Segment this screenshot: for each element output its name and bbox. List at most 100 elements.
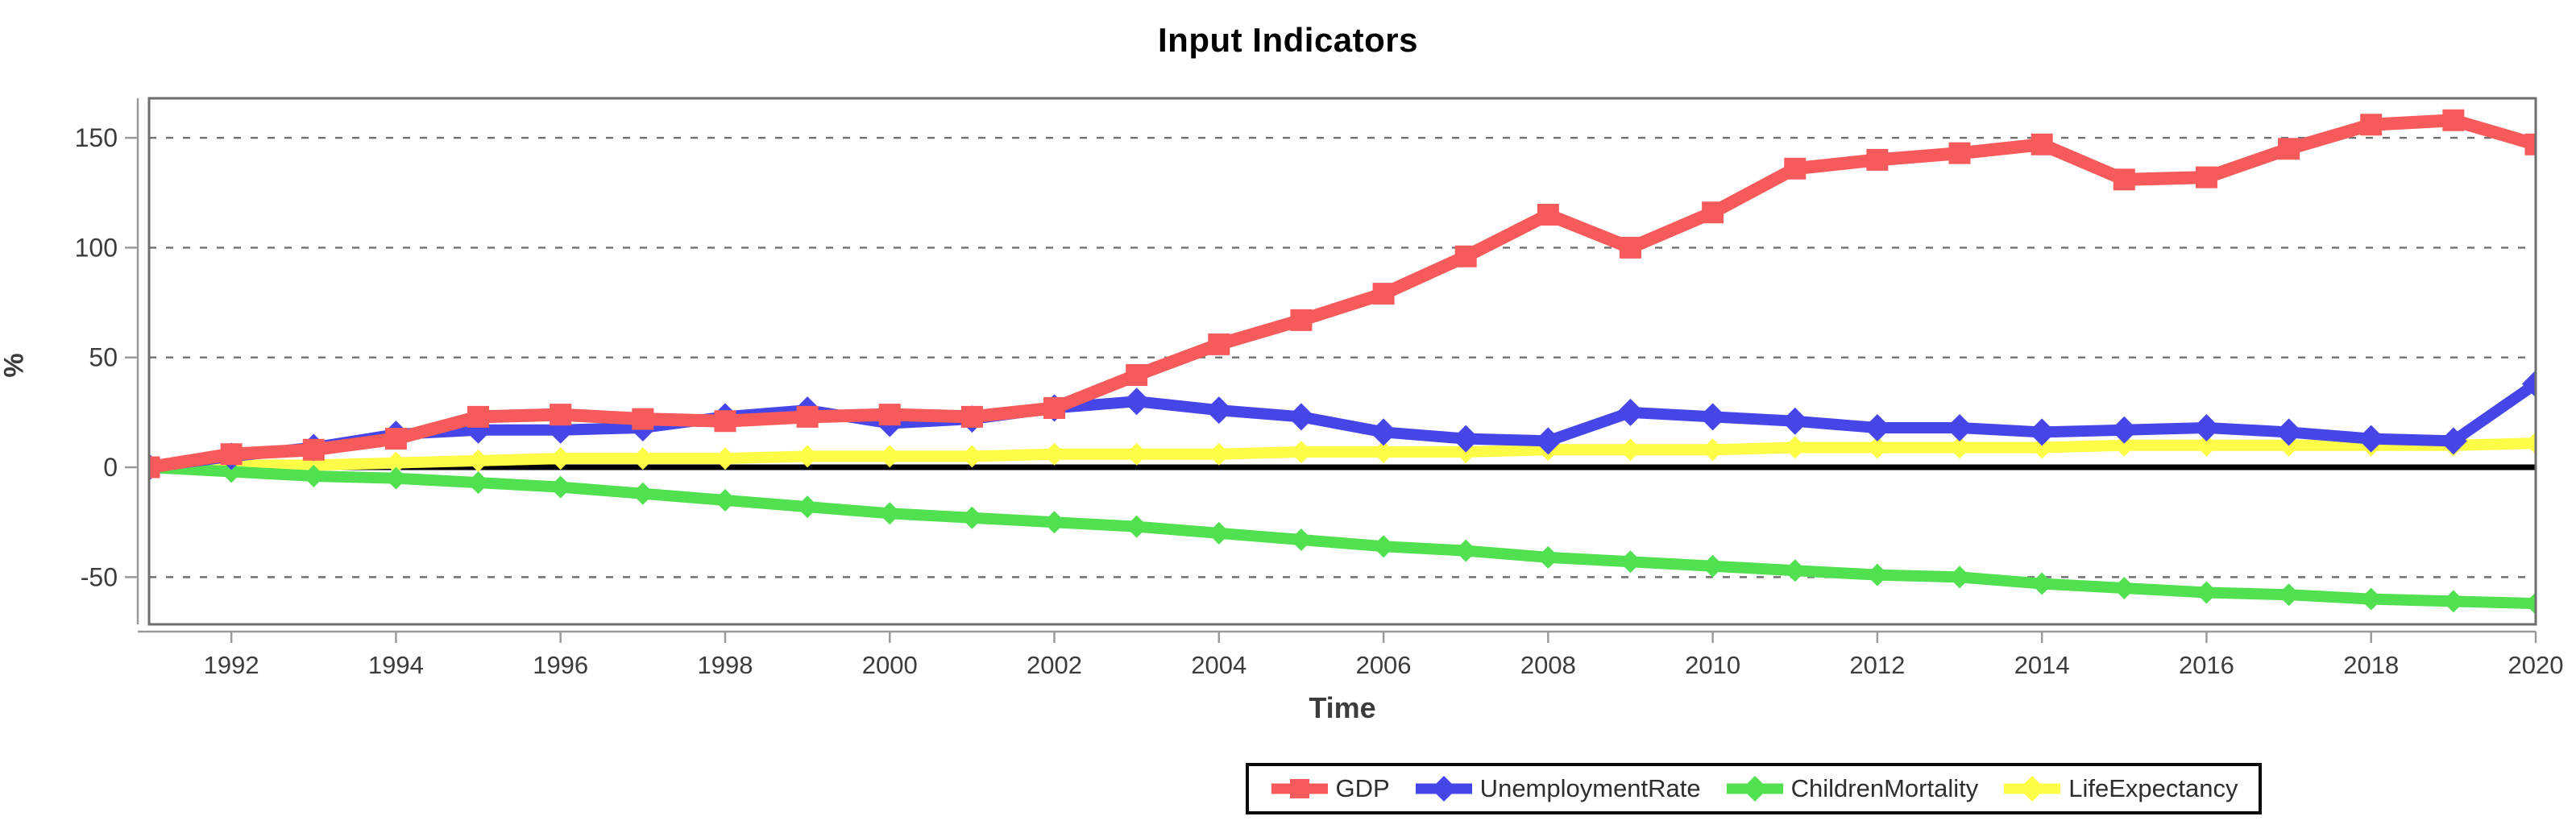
y-tick-label: 50 (89, 343, 118, 372)
series-marker-ChildrenMortality (1865, 563, 1889, 586)
series-marker-GDP (1619, 236, 1641, 259)
y-tick-label: 100 (75, 233, 118, 262)
legend-label: LifeExpectancy (2068, 774, 2238, 802)
series-marker-GDP (1043, 396, 1066, 419)
series-marker-GDP (149, 456, 160, 479)
x-tick-label: 1998 (697, 651, 753, 679)
series-marker-GDP (2442, 109, 2465, 131)
series-marker-GDP (1702, 201, 1724, 224)
series-marker-ChildrenMortality (878, 502, 902, 525)
series-marker-ChildrenMortality (1537, 545, 1560, 569)
series-marker-UnemploymentRate (1781, 407, 1809, 435)
x-axis-title: Time (1309, 691, 1376, 724)
series-marker-LifeExpectancy (1207, 442, 1230, 466)
series-marker-UnemploymentRate (1946, 413, 1974, 441)
series-marker-UnemploymentRate (1287, 403, 1315, 431)
series-marker-UnemploymentRate (1452, 425, 1480, 453)
series-marker-ChildrenMortality (1454, 539, 1478, 562)
x-tick-label: 2014 (2014, 651, 2070, 679)
series-marker-ChildrenMortality (1043, 511, 1066, 534)
x-tick-label: 2008 (1520, 651, 1576, 679)
series-marker-GDP (1866, 148, 1889, 171)
series-marker-LifeExpectancy (1701, 438, 1724, 462)
series-marker-GDP (960, 405, 983, 428)
series-marker-GDP (2278, 138, 2300, 160)
series-marker-LifeExpectancy (467, 449, 490, 472)
x-tick-label: 2020 (2508, 651, 2564, 679)
x-tick-label: 2004 (1191, 651, 1247, 679)
series-marker-GDP (1537, 204, 1559, 226)
series-line-ChildrenMortality (149, 462, 2536, 610)
x-tick-label: 1994 (368, 651, 424, 679)
series-marker-ChildrenMortality (1783, 559, 1807, 582)
series-marker-GDP (1784, 157, 1807, 180)
legend-item-GDP: GDP (1269, 772, 1390, 806)
series-marker-ChildrenMortality (2113, 577, 2136, 600)
series-marker-GDP (550, 404, 572, 426)
legend-item-ChildrenMortality: ChildrenMortality (1725, 772, 1978, 806)
series-marker-GDP (384, 428, 407, 450)
series-marker-ChildrenMortality (1948, 566, 1972, 589)
series-marker-UnemploymentRate (2110, 416, 2138, 444)
series-LifeExpectancy (149, 432, 2536, 479)
series-marker-GDP (2113, 168, 2135, 191)
x-tick-label: 2006 (1356, 651, 1412, 679)
series-line-GDP (149, 114, 2536, 474)
x-tick-label: 1996 (533, 651, 588, 679)
y-tick-label: 150 (75, 123, 118, 152)
x-tick-label: 1992 (204, 651, 259, 679)
legend-swatch-GDP-icon (1271, 779, 1328, 798)
series-marker-ChildrenMortality (220, 460, 243, 483)
series-marker-LifeExpectancy (2195, 433, 2218, 457)
series-marker-GDP (632, 408, 654, 430)
legend-label: GDP (1335, 774, 1390, 802)
series-marker-GDP (1290, 309, 1313, 331)
legend-item-LifeExpectancy: LifeExpectancy (2002, 772, 2238, 806)
series-marker-ChildrenMortality (2524, 592, 2536, 615)
series-marker-ChildrenMortality (2195, 581, 2218, 604)
series-marker-UnemploymentRate (2439, 427, 2467, 455)
legend-label: UnemploymentRate (1479, 774, 1701, 802)
series-marker-GDP (878, 404, 901, 426)
series-marker-UnemploymentRate (1122, 387, 1151, 416)
series-marker-LifeExpectancy (384, 451, 408, 475)
series-marker-ChildrenMortality (713, 488, 736, 512)
series-marker-LifeExpectancy (549, 447, 572, 470)
series-marker-GDP (796, 405, 819, 428)
series-marker-ChildrenMortality (1619, 550, 1642, 574)
series-marker-ChildrenMortality (1207, 521, 1230, 545)
series-ChildrenMortality (149, 456, 2536, 615)
series-marker-UnemploymentRate (2192, 413, 2221, 441)
chart-title: Input Indicators (1158, 21, 1418, 59)
series-marker-LifeExpectancy (2113, 433, 2136, 457)
series-marker-GDP (2360, 114, 2383, 136)
series-marker-UnemploymentRate (2275, 418, 2303, 446)
series-marker-LifeExpectancy (631, 447, 654, 470)
x-tick-label: 2012 (1849, 651, 1905, 679)
series-marker-ChildrenMortality (631, 482, 654, 505)
series-marker-GDP (714, 410, 736, 433)
series-marker-UnemploymentRate (2357, 425, 2385, 453)
series-GDP (149, 109, 2536, 479)
series-line-UnemploymentRate (149, 379, 2536, 473)
series-marker-ChildrenMortality (2031, 572, 2054, 595)
x-tick-label: 2018 (2343, 651, 2399, 679)
series-marker-ChildrenMortality (302, 464, 326, 487)
series-marker-UnemploymentRate (2028, 418, 2056, 446)
legend-swatch-UnemploymentRate-icon (1415, 776, 1472, 802)
series-marker-GDP (1948, 142, 1971, 164)
series-marker-ChildrenMortality (1372, 535, 1396, 558)
series-marker-GDP (467, 405, 490, 428)
series-marker-ChildrenMortality (1701, 554, 1724, 578)
series-marker-GDP (220, 443, 243, 466)
y-tick-label: -50 (81, 562, 118, 591)
series-marker-ChildrenMortality (549, 475, 572, 499)
series-marker-LifeExpectancy (960, 445, 984, 468)
series-marker-UnemploymentRate (1370, 418, 1398, 446)
series-marker-ChildrenMortality (467, 471, 490, 495)
legend-swatch-LifeExpectancy-icon (2004, 776, 2061, 802)
series-marker-LifeExpectancy (796, 445, 819, 468)
x-tick-label: 2002 (1027, 651, 1082, 679)
plot-border (147, 97, 2537, 626)
